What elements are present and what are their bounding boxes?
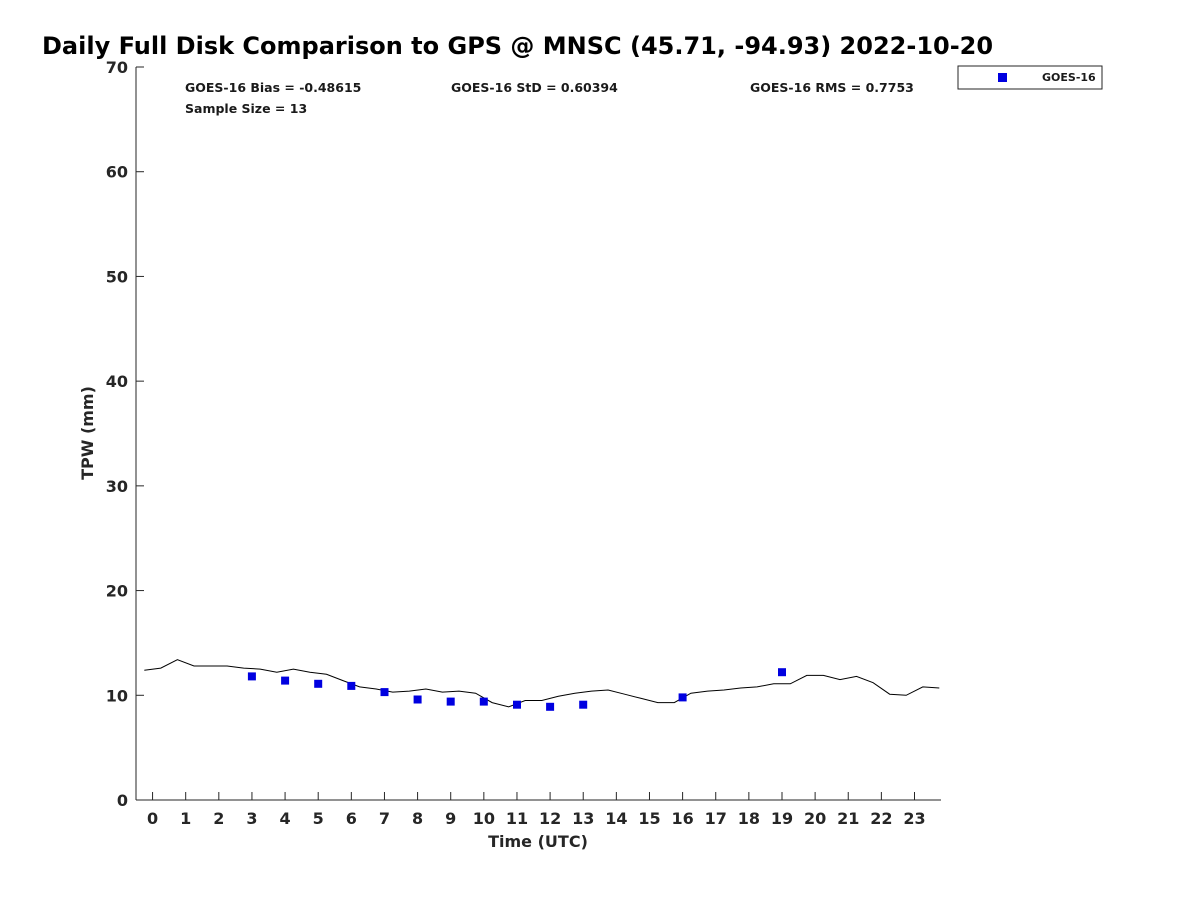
y-tick-label: 60 [106,163,128,182]
x-tick-label: 0 [147,809,158,828]
goes16-data-point [546,702,555,711]
x-axis-label: Time (UTC) [488,832,588,851]
legend: GOES-16 [957,65,1103,90]
y-axis-ticks: 0 10 20 30 40 50 60 70 [106,58,144,810]
goes16-data-point [247,672,256,681]
x-tick-label: 19 [771,809,793,828]
x-tick-label: 7 [379,809,390,828]
goes16-data-point [579,700,588,709]
gps-tpw-line [144,659,940,708]
y-tick-label: 40 [106,372,128,391]
x-tick-label: 11 [506,809,528,828]
x-axis-ticks: 0 1 2 3 4 5 6 7 8 9 10 11 12 13 14 15 16 17 18 19 20 21 22 23 [147,792,926,828]
x-tick-label: 23 [903,809,925,828]
x-tick-label: 10 [473,809,495,828]
x-tick-label: 2 [213,809,224,828]
goes16-data-point [380,688,389,697]
x-tick-label: 3 [246,809,257,828]
x-tick-label: 1 [180,809,191,828]
y-tick-label: 20 [106,582,128,601]
goes16-data-point [446,697,455,706]
x-tick-label: 18 [738,809,760,828]
y-tick-label: 50 [106,267,128,286]
goes16-data-point [314,679,323,688]
x-tick-label: 20 [804,809,826,828]
y-tick-label: 30 [106,477,128,496]
x-tick-label: 15 [638,809,660,828]
x-tick-label: 12 [539,809,561,828]
gps-line-layer [144,659,940,708]
x-tick-label: 8 [412,809,423,828]
goes16-data-point [413,695,422,704]
y-axis-label: TPW (mm) [78,386,97,480]
y-tick-label: 70 [106,58,128,77]
x-tick-label: 6 [346,809,357,828]
chart-title: Daily Full Disk Comparison to GPS @ MNSC… [42,32,993,60]
x-tick-label: 17 [705,809,727,828]
goes16-data-point [281,676,290,685]
goes16-data-point [347,681,356,690]
goes16-data-point [778,668,786,677]
x-tick-label: 16 [671,809,693,828]
x-tick-label: 13 [572,809,594,828]
x-tick-label: 9 [445,809,456,828]
legend-box [957,65,1103,90]
y-tick-label: 10 [106,686,128,705]
legend-marker-goes16 [998,73,1007,82]
rms-stat: GOES-16 RMS = 0.7753 [750,80,914,95]
x-tick-label: 14 [605,809,627,828]
bias-stat: GOES-16 Bias = -0.48615 [185,80,361,95]
x-tick-label: 4 [280,809,291,828]
x-tick-label: 21 [837,809,859,828]
goes16-data-point [513,700,521,709]
sample-size-stat: Sample Size = 13 [185,101,307,116]
goes16-data-point [479,697,488,706]
goes16-marker-layer [247,668,786,711]
x-tick-label: 5 [313,809,324,828]
goes16-data-point [678,693,687,702]
y-tick-label: 0 [117,791,128,810]
x-tick-label: 22 [870,809,892,828]
legend-label-goes16: GOES-16 [1042,71,1096,84]
std-stat: GOES-16 StD = 0.60394 [451,80,618,95]
